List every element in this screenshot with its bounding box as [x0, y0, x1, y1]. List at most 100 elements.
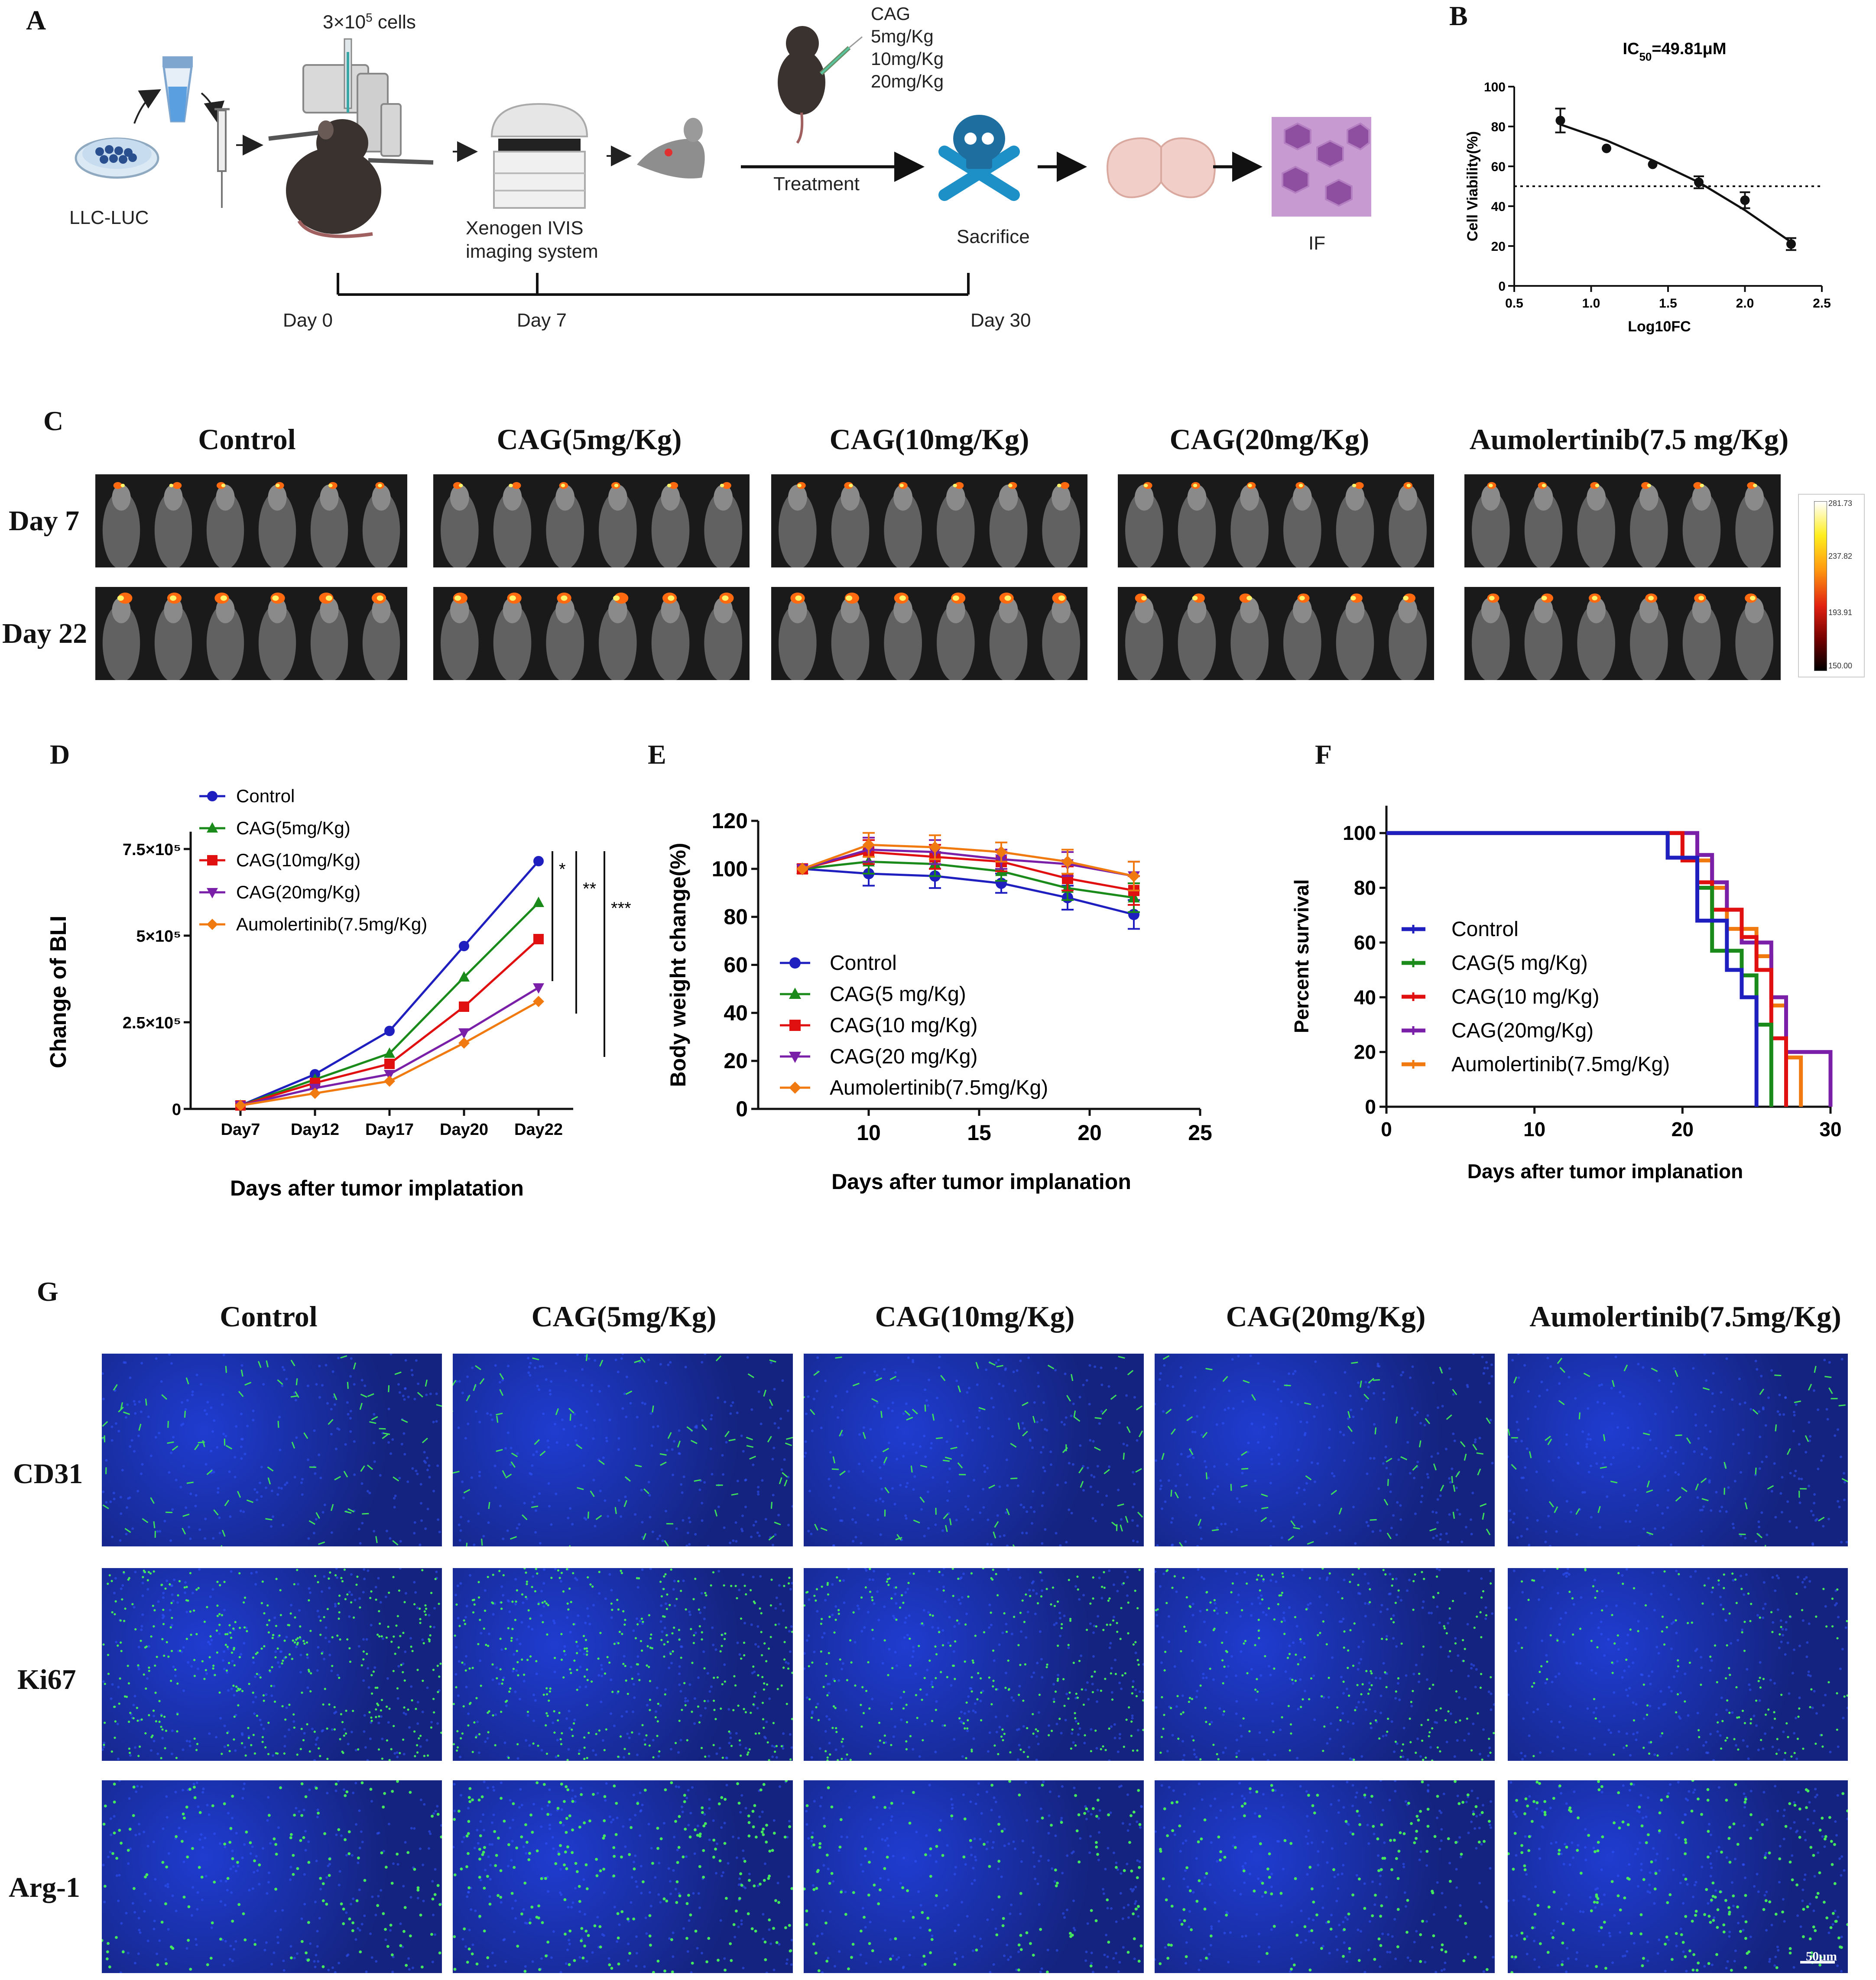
nucleus-dot	[871, 1698, 874, 1701]
nucleus-dot	[1100, 1366, 1103, 1369]
cd31-vessel	[1453, 1484, 1456, 1492]
nucleus-dot	[1113, 1659, 1117, 1662]
nucleus-dot	[300, 1481, 303, 1484]
stain-positive-cell	[701, 1631, 703, 1633]
nucleus-dot	[140, 1472, 143, 1475]
stain-positive-cell	[703, 1700, 706, 1702]
nucleus-dot	[1547, 1515, 1550, 1518]
nucleus-dot	[1715, 1713, 1718, 1716]
stain-positive-cell	[869, 1591, 872, 1593]
stain-positive-cell	[649, 1637, 652, 1640]
if-image	[453, 1354, 793, 1546]
ic50-fit-curve	[1560, 123, 1792, 243]
stain-positive-cell	[303, 1642, 306, 1645]
bli-image	[433, 474, 750, 567]
stain-positive-cell	[125, 1695, 128, 1698]
nucleus-dot	[729, 1541, 732, 1544]
stain-positive-cell	[1427, 1718, 1429, 1721]
stain-positive-cell	[1074, 1744, 1077, 1747]
bioluminescence-core	[1648, 596, 1654, 601]
nucleus-dot	[879, 1533, 882, 1536]
nucleus-dot	[1589, 1438, 1592, 1441]
cd31-vessel	[510, 1461, 516, 1468]
nucleus-dot	[1124, 1570, 1127, 1573]
nucleus-dot	[1376, 1362, 1379, 1365]
nucleus-dot	[624, 1495, 627, 1498]
nucleus-dot	[574, 1379, 578, 1382]
nucleus-dot	[534, 1531, 537, 1534]
nucleus-dot	[1269, 1481, 1272, 1484]
cd31-vessel	[1138, 1430, 1143, 1438]
nucleus-dot	[1784, 1396, 1787, 1399]
nucleus-dot	[1522, 1476, 1525, 1479]
cd31-vessel	[1161, 1453, 1165, 1460]
stain-positive-cell	[456, 1746, 459, 1749]
stain-positive-cell	[827, 1593, 830, 1596]
stain-positive-cell	[585, 1647, 588, 1650]
stain-positive-cell	[372, 1670, 375, 1673]
nucleus-dot	[1068, 1508, 1071, 1511]
nucleus-dot	[1489, 1569, 1492, 1572]
stain-positive-cell	[1225, 1611, 1228, 1614]
stain-positive-cell	[826, 1759, 829, 1761]
if-row-cd31: CD31	[13, 1458, 83, 1490]
stain-positive-cell	[314, 1575, 317, 1577]
nucleus-dot	[1045, 1429, 1048, 1432]
stain-positive-cell	[1128, 1706, 1130, 1709]
nucleus-dot	[313, 1429, 316, 1432]
stain-positive-cell	[815, 1588, 818, 1591]
nucleus-dot	[288, 1728, 291, 1731]
stain-positive-cell	[380, 1635, 383, 1638]
nucleus-dot	[1675, 1406, 1678, 1409]
nucleus-dot	[976, 1383, 979, 1386]
nucleus-dot	[1456, 1739, 1459, 1742]
nucleus-dot	[912, 1649, 915, 1653]
nucleus-dot	[880, 1487, 883, 1491]
nucleus-dot	[764, 1518, 767, 1521]
mouse-head	[1745, 597, 1764, 623]
nucleus-dot	[1719, 1510, 1722, 1513]
cd31-vessel	[643, 1533, 646, 1540]
stain-positive-cell	[214, 1674, 216, 1676]
nucleus-dot	[1260, 1594, 1263, 1597]
cd31-vessel	[113, 1384, 118, 1391]
nucleus-dot	[584, 1621, 587, 1624]
nucleus-dot	[844, 1758, 847, 1761]
cd31-vessel	[820, 1527, 828, 1531]
stain-positive-cell	[344, 1732, 347, 1735]
nucleus-dot	[1626, 1694, 1629, 1697]
stain-positive-cell	[583, 1736, 586, 1739]
stain-positive-cell	[864, 1586, 867, 1589]
mouse-head	[372, 597, 391, 623]
stain-positive-cell	[370, 1692, 373, 1695]
nucleus-dot	[942, 1585, 945, 1588]
nucleus-dot	[728, 1741, 731, 1744]
nucleus-dot	[1395, 1577, 1398, 1580]
nucleus-dot	[1271, 1702, 1274, 1705]
mouse-silhouette	[884, 491, 922, 567]
nucleus-dot	[1294, 1370, 1297, 1373]
nucleus-dot	[402, 1711, 406, 1714]
stain-positive-cell	[788, 1576, 791, 1579]
stain-positive-cell	[664, 1573, 667, 1576]
nucleus-dot	[671, 1448, 674, 1451]
nucleus-dot	[562, 1428, 565, 1431]
nucleus-dot	[961, 1755, 964, 1758]
cd31-vessel	[935, 1437, 943, 1439]
cd31-vessel	[1511, 1464, 1517, 1470]
stain-positive-cell	[678, 1629, 680, 1631]
bli-image-svg	[1125, 482, 1427, 567]
mouse-head	[216, 484, 235, 511]
nucleus-dot	[891, 1487, 894, 1490]
cd31-vessel	[912, 1409, 918, 1415]
stain-positive-cell	[1353, 1622, 1356, 1625]
nucleus-dot	[1100, 1410, 1103, 1413]
stain-positive-cell	[835, 1727, 837, 1730]
nucleus-dot	[930, 1442, 933, 1445]
bioluminescence-core	[1193, 483, 1198, 487]
nucleus-dot	[1795, 1757, 1798, 1760]
stain-positive-cell	[464, 1669, 467, 1672]
stain-positive-cell	[170, 1602, 173, 1604]
stain-positive-cell	[256, 1672, 258, 1675]
